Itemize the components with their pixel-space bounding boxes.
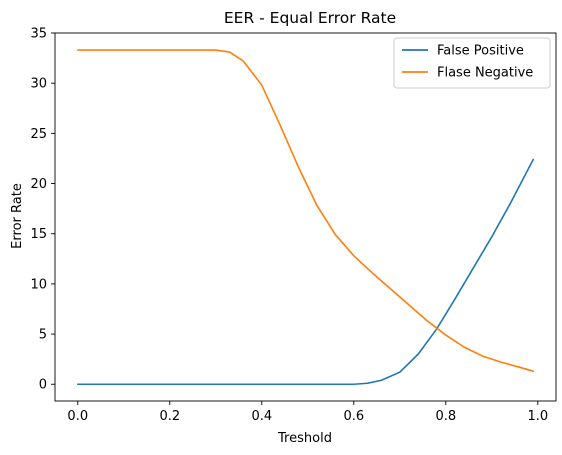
y-tick-label: 0 — [39, 378, 47, 393]
axes-frame — [54, 32, 557, 402]
y-tick-label: 10 — [30, 277, 47, 292]
y-tick-label: 5 — [39, 328, 47, 343]
legend-box — [393, 37, 551, 89]
x-tick-label: 0.8 — [435, 409, 456, 424]
y-tick-label: 20 — [30, 177, 47, 192]
series-line-0 — [76, 158, 535, 386]
x-tick-label: 0.2 — [159, 409, 180, 424]
x-tick-label: 0.0 — [67, 409, 88, 424]
legend-label-1: Flase Negative — [437, 66, 533, 81]
plot-area — [76, 49, 535, 386]
y-axis-label: Error Rate — [10, 183, 25, 249]
series-line-1 — [76, 49, 535, 372]
y-tick-label: 30 — [30, 77, 47, 92]
y-tick-label: 35 — [30, 27, 47, 42]
axes: 0.0 0.2 0.4 0.6 0.8 1.0 0 5 10 15 20 25 30 35 — [30, 27, 557, 424]
legend: False Positive Flase Negative — [393, 37, 551, 89]
chart-title: EER - Equal Error Rate — [224, 9, 396, 27]
y-tick-label: 15 — [30, 227, 47, 242]
x-tick-label: 0.6 — [343, 409, 364, 424]
legend-label-0: False Positive — [437, 44, 524, 59]
x-axis-label: Treshold — [277, 431, 332, 446]
x-tick-label: 1.0 — [527, 409, 548, 424]
x-tick-label: 0.4 — [251, 409, 272, 424]
y-tick-label: 25 — [30, 127, 47, 142]
